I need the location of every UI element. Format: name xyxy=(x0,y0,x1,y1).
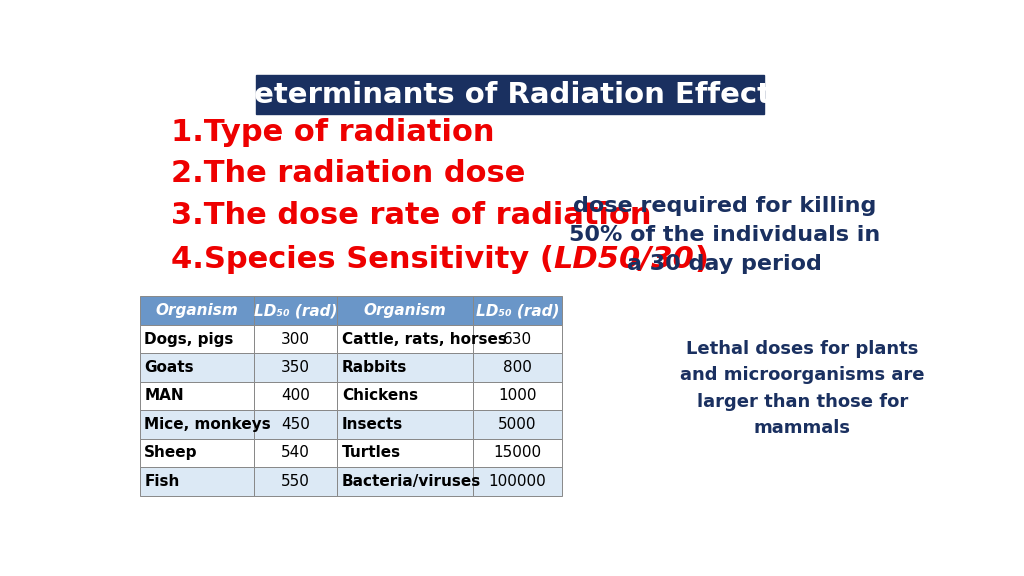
FancyBboxPatch shape xyxy=(254,382,337,410)
Text: 2.The radiation dose: 2.The radiation dose xyxy=(171,158,525,188)
FancyBboxPatch shape xyxy=(139,325,254,353)
Text: 540: 540 xyxy=(282,445,310,460)
Text: Organism: Organism xyxy=(156,303,239,318)
FancyBboxPatch shape xyxy=(473,325,562,353)
Text: 400: 400 xyxy=(282,388,310,403)
FancyBboxPatch shape xyxy=(473,296,562,325)
Text: Turtles: Turtles xyxy=(342,445,401,460)
Text: Goats: Goats xyxy=(144,360,194,375)
Text: MAN: MAN xyxy=(144,388,184,403)
FancyBboxPatch shape xyxy=(139,467,254,496)
FancyBboxPatch shape xyxy=(337,410,473,439)
FancyBboxPatch shape xyxy=(337,439,473,467)
FancyBboxPatch shape xyxy=(473,353,562,382)
Text: 300: 300 xyxy=(282,332,310,347)
Text: Rabbits: Rabbits xyxy=(342,360,408,375)
Text: Bacteria/viruses: Bacteria/viruses xyxy=(342,474,481,489)
FancyBboxPatch shape xyxy=(473,467,562,496)
Text: Determinants of Radiation Effects: Determinants of Radiation Effects xyxy=(230,81,788,108)
Text: 1.Type of radiation: 1.Type of radiation xyxy=(171,118,495,147)
Text: 630: 630 xyxy=(503,332,532,347)
Text: Mice, monkeys: Mice, monkeys xyxy=(144,417,271,432)
FancyBboxPatch shape xyxy=(139,353,254,382)
FancyBboxPatch shape xyxy=(139,382,254,410)
Text: Dogs, pigs: Dogs, pigs xyxy=(144,332,233,347)
FancyBboxPatch shape xyxy=(473,382,562,410)
FancyBboxPatch shape xyxy=(337,325,473,353)
FancyBboxPatch shape xyxy=(254,410,337,439)
Text: 350: 350 xyxy=(282,360,310,375)
FancyBboxPatch shape xyxy=(337,467,473,496)
FancyBboxPatch shape xyxy=(254,353,337,382)
FancyBboxPatch shape xyxy=(254,467,337,496)
Text: 450: 450 xyxy=(282,417,310,432)
FancyBboxPatch shape xyxy=(254,439,337,467)
FancyBboxPatch shape xyxy=(337,296,473,325)
FancyBboxPatch shape xyxy=(473,410,562,439)
FancyBboxPatch shape xyxy=(254,325,337,353)
Text: LD50/30: LD50/30 xyxy=(554,245,694,274)
Text: Chickens: Chickens xyxy=(342,388,418,403)
Text: Sheep: Sheep xyxy=(144,445,198,460)
Text: 800: 800 xyxy=(503,360,531,375)
Text: Insects: Insects xyxy=(342,417,403,432)
Text: Organism: Organism xyxy=(364,303,446,318)
FancyBboxPatch shape xyxy=(256,75,764,114)
Text: ): ) xyxy=(694,245,709,274)
Text: 3.The dose rate of radiation: 3.The dose rate of radiation xyxy=(171,201,651,230)
Text: 1000: 1000 xyxy=(499,388,537,403)
FancyBboxPatch shape xyxy=(473,439,562,467)
Text: LD₅₀ (rad): LD₅₀ (rad) xyxy=(476,303,559,318)
FancyBboxPatch shape xyxy=(139,439,254,467)
Text: 100000: 100000 xyxy=(488,474,547,489)
Text: Lethal doses for plants
and microorganisms are
larger than those for
mammals: Lethal doses for plants and microorganis… xyxy=(680,340,925,437)
Text: Cattle, rats, horses: Cattle, rats, horses xyxy=(342,332,507,347)
Text: 4.Species Sensitivity (: 4.Species Sensitivity ( xyxy=(171,245,554,274)
Text: dose required for killing
50% of the individuals in
a 30 day period: dose required for killing 50% of the ind… xyxy=(569,196,881,274)
FancyBboxPatch shape xyxy=(337,353,473,382)
FancyBboxPatch shape xyxy=(139,410,254,439)
Text: 15000: 15000 xyxy=(494,445,542,460)
Text: 550: 550 xyxy=(282,474,310,489)
Text: 5000: 5000 xyxy=(499,417,537,432)
Text: Fish: Fish xyxy=(144,474,179,489)
FancyBboxPatch shape xyxy=(337,382,473,410)
Text: LD₅₀ (rad): LD₅₀ (rad) xyxy=(254,303,338,318)
FancyBboxPatch shape xyxy=(139,296,254,325)
FancyBboxPatch shape xyxy=(254,296,337,325)
